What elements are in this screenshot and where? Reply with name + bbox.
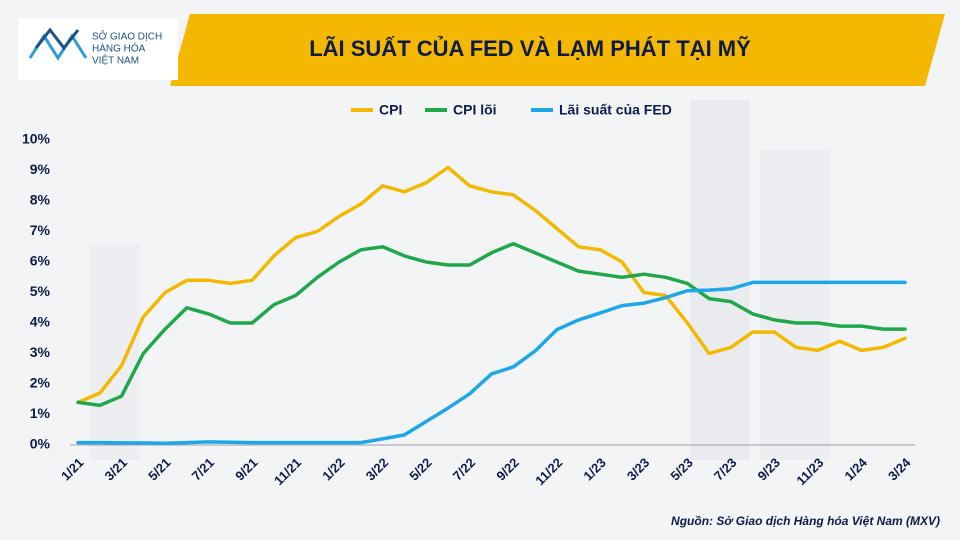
logo-icon (28, 27, 88, 61)
logo-box (18, 18, 178, 80)
y-tick-label: 3% (30, 344, 51, 360)
legend-label: CPI (379, 102, 402, 118)
line-series (76, 280, 907, 445)
decor (90, 245, 140, 460)
source: Nguồn: Sở Giao dịch Hàng hóa Việt Nam (M… (671, 514, 940, 528)
logo-text: SỞ GIAO DỊCH (92, 30, 162, 43)
decor (760, 150, 830, 460)
legend-label: Lãi suất của FED (559, 102, 672, 118)
line-series (76, 165, 907, 405)
decor (690, 100, 750, 460)
chart-title: LÃI SUẤT CỦA FED VÀ LẠM PHÁT TẠI MỸ (309, 36, 751, 61)
logo-text: VIỆT NAM (92, 54, 139, 67)
y-tick-label: 6% (30, 253, 51, 269)
legend-label: CPI lõi (453, 102, 497, 118)
line-series (76, 241, 907, 408)
y-tick-label: 5% (30, 283, 51, 299)
y-tick-label: 0% (30, 436, 51, 452)
y-tick-label: 10% (22, 131, 51, 147)
y-tick-label: 7% (30, 222, 51, 238)
y-tick-label: 2% (30, 375, 51, 391)
y-tick-label: 8% (30, 192, 51, 208)
y-tick-label: 1% (30, 405, 51, 421)
y-tick-label: 9% (30, 161, 51, 177)
logo-text: HÀNG HÓA (92, 42, 146, 55)
y-tick-label: 4% (30, 314, 51, 330)
title-band (170, 14, 945, 86)
